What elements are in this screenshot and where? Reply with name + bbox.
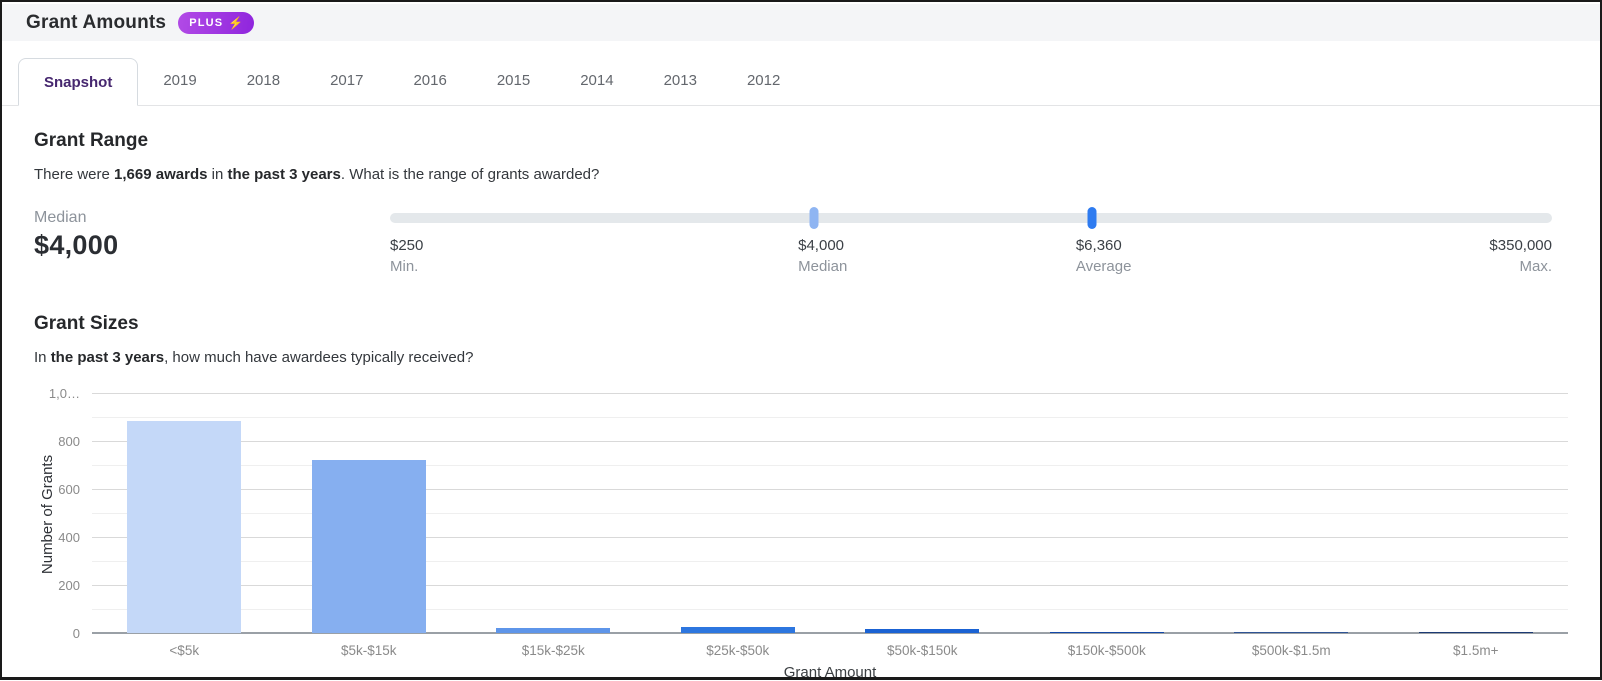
intro-text: There were [34,166,115,183]
tab-2014[interactable]: 2014 [580,72,614,89]
gridline [92,393,1568,394]
bar-$50k-$150k[interactable] [865,628,980,633]
x-axis-category-label: $500k-$1.5m [1251,643,1331,658]
tab-2012[interactable]: 2012 [746,72,781,89]
awards-count: 1,669 awards [114,166,208,183]
gridline [92,489,1568,490]
bar-$150k-$500k[interactable] [1049,631,1164,633]
slider-label-median: $4,000 Median [798,237,847,275]
grant-sizes-chart-section: Number of Grants 0 200 400 600 800 1,0… <$5k $5… [2,378,1600,681]
y-axis-tick: 800 [58,434,80,449]
page-title: Grant Amounts [26,11,167,33]
slider-label-min: $250 Min. [390,237,423,275]
slider-value: $250 [390,237,424,254]
median-stat-value: $4,000 [34,230,119,260]
grant-sizes-chart: Number of Grants 0 200 400 600 800 1,0… <$5k $5… [34,378,1568,681]
intro-text: . What is the range of grants awarded? [340,166,600,183]
grant-sizes-heading: Grant Sizes [34,313,139,334]
year-tabbar: Snapshot 2019 2018 2017 2016 2015 2014 2013 2012 [2,57,1600,106]
slider-sublabel: Median [798,258,848,275]
slider-value: $6,360 [1075,237,1122,254]
bar-$15k-$25k[interactable] [496,628,611,633]
grant-range-heading: Grant Range [34,130,149,151]
tab-2016[interactable]: 2016 [413,72,447,89]
plus-badge-label: PLUS [189,16,224,29]
time-period: the past 3 years [50,349,165,366]
slider-label-average: $6,360 Average [1076,237,1132,275]
x-axis-category-label: <$5k [169,643,200,658]
median-stat: Median $4,000 [34,209,390,261]
x-axis-category-label: $1.5m+ [1453,643,1499,658]
tab-2017[interactable]: 2017 [330,72,364,89]
gridline [92,585,1568,586]
y-axis-title: Number of Grants [39,454,57,574]
gridline [92,513,1568,514]
slider-sublabel: Min. [390,258,419,275]
slider-label-max: $350,000 Max. [1489,237,1552,275]
median-slider-marker[interactable] [809,207,819,229]
bar-$500k-$1.5m[interactable] [1234,631,1349,633]
bar-<$5k[interactable] [127,420,242,633]
tab-2015[interactable]: 2015 [496,72,531,89]
slider-value: $4,000 [798,237,845,254]
tab-2019[interactable]: 2019 [163,72,197,89]
gridline [92,465,1568,466]
intro-text: , how much have awardees typically recei… [164,349,474,366]
x-axis-category-label: $25k-$50k [706,643,770,658]
x-axis-category-label: $50k-$150k [886,643,958,658]
slider-sublabel: Max. [1519,258,1552,275]
x-axis-category-label: $15k-$25k [521,643,585,658]
gridline [92,537,1568,538]
slider-sublabel: Average [1075,258,1132,275]
y-axis-tick: 200 [58,578,80,593]
bar-$25k-$50k[interactable] [680,626,795,633]
range-slider: $250 Min. $4,000 Median $6,360 Average $350,00… [390,207,1552,279]
x-axis-category-label: $150k-$500k [1067,643,1146,658]
grant-sizes-intro: In the past 3 years, how much have award… [34,349,1552,366]
tab-2013[interactable]: 2013 [663,72,697,89]
slider-labels: $250 Min. $4,000 Median $6,360 Average $350,00… [390,237,1552,279]
x-axis-title: Grant Amount [783,664,877,681]
y-axis-tick: 400 [58,530,80,545]
plot-area: 0 200 400 600 800 1,0… <$5k $5k-$15k $15k-$25k $2… [49,386,1568,658]
intro-text: in [207,166,228,183]
median-stat-label: Median [34,209,87,226]
gridline [92,441,1568,442]
intro-text: In [34,349,51,366]
bar-$5k-$15k[interactable] [311,460,426,633]
y-axis-tick: 1,0… [48,386,80,401]
grant-range-row: Median $4,000 $250 Min. $4,000 Median $6,360… [34,207,1552,279]
y-axis-tick: 600 [58,482,80,497]
plus-badge: PLUS ⚡ [178,11,255,34]
grant-range-intro: There were 1,669 awards in the past 3 ye… [34,166,1552,183]
gridline [92,609,1568,610]
grant-range-section: Grant Range There were 1,669 awards in t… [2,130,1600,366]
gridline [92,417,1568,418]
gridline [92,561,1568,562]
average-slider-marker[interactable] [1087,207,1097,229]
tab-snapshot[interactable]: Snapshot [18,58,139,106]
tab-2018[interactable]: 2018 [246,72,281,89]
bar-$1.5m+[interactable] [1418,631,1533,633]
y-axis-tick: 0 [72,626,80,641]
lightning-bolt-icon: ⚡ [228,15,244,30]
gridline [92,632,1568,634]
slider-value: $350,000 [1489,237,1552,254]
slider-track [390,207,1552,229]
x-axis-category-label: $5k-$15k [340,643,397,658]
page-header: Grant Amounts PLUS ⚡ [2,4,1600,41]
time-period: the past 3 years [227,166,341,183]
